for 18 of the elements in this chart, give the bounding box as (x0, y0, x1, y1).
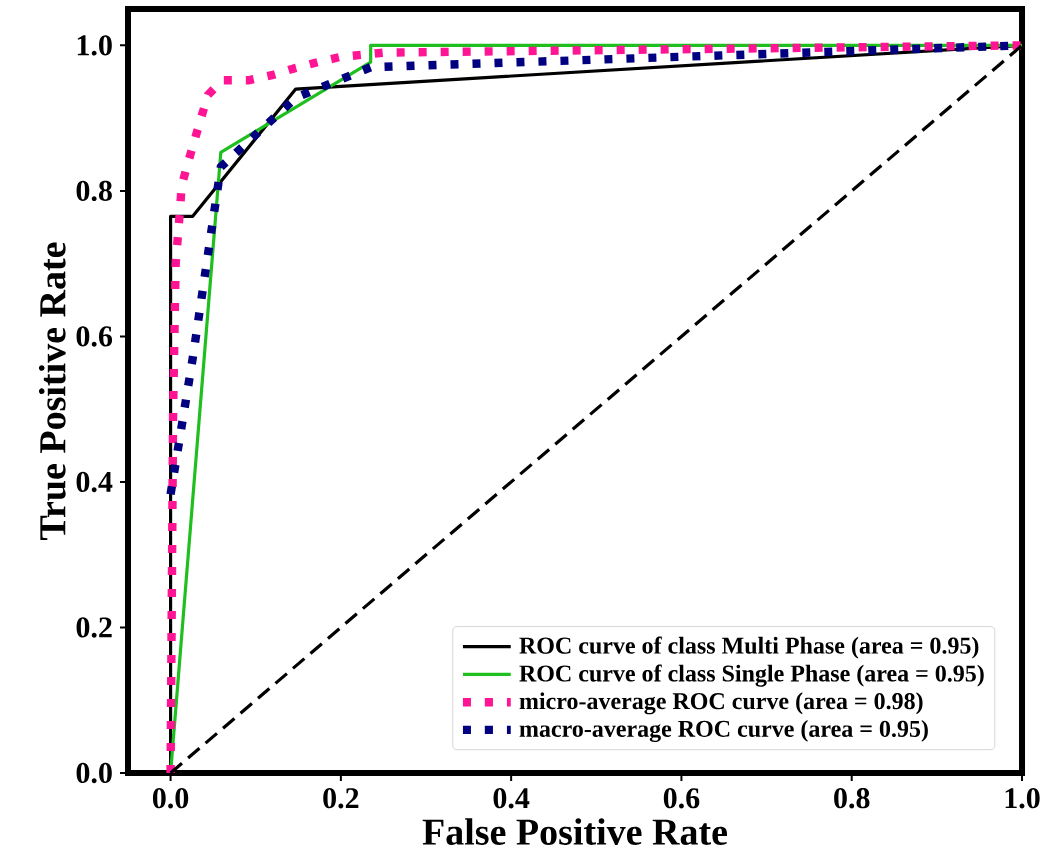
legend-label: ROC curve of class Multi Phase (area = 0.95) (519, 636, 979, 659)
legend-label: ROC curve of class Single Phase (area = 0.95) (519, 664, 984, 687)
y-tick-label: 0.4 (76, 471, 113, 493)
y-tick-label: 0.0 (76, 762, 112, 784)
y-tick-label: 1.0 (77, 35, 112, 56)
x-tick-label: 1.0 (1005, 788, 1040, 809)
x-tick-label: 0.6 (663, 788, 700, 809)
y-tick-label: 0.2 (76, 617, 112, 638)
x-axis-title: False Positive Rate (422, 818, 728, 845)
x-tick-label: 0.2 (323, 788, 359, 809)
x-tick-label: 0.4 (493, 788, 530, 809)
x-tick-label: 0.8 (834, 788, 870, 809)
y-tick-label: 0.6 (76, 326, 113, 347)
legend-label: micro-average ROC curve (area = 0.98) (519, 692, 923, 715)
y-tick-label: 0.8 (76, 180, 112, 202)
x-tick-label: 0.0 (152, 788, 189, 809)
y-axis-title: True Positive Rate (38, 242, 66, 540)
legend-label: macro-average ROC curve (area = 0.95) (519, 720, 928, 742)
